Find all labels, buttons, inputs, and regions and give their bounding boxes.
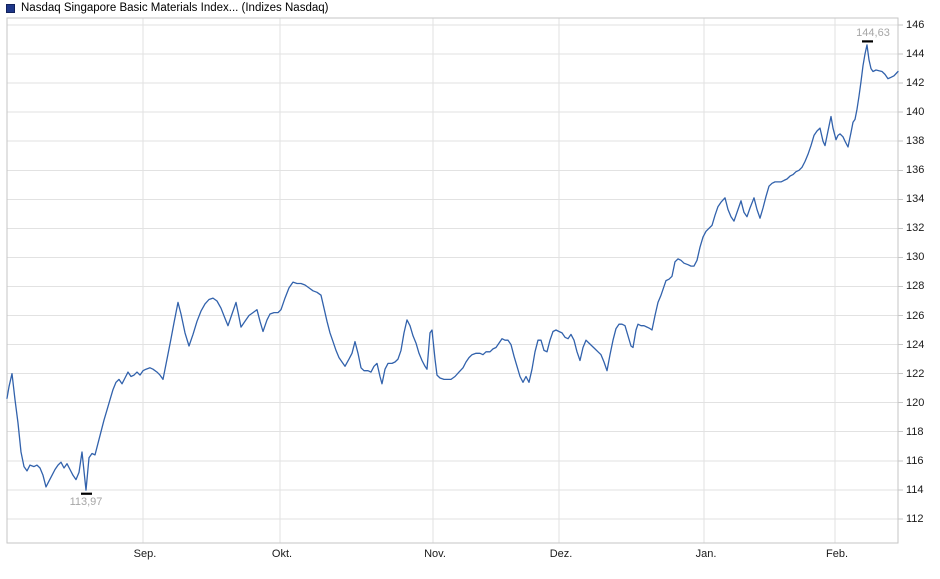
y-axis-label: 142 <box>906 77 925 90</box>
y-axis-label: 122 <box>906 367 925 380</box>
y-axis-label: 130 <box>906 251 925 264</box>
plot-border <box>6 17 899 544</box>
annotation-low-value: 113,97 <box>69 496 103 509</box>
annotation-high-value: 144,63 <box>856 26 890 39</box>
series-legend-swatch-icon <box>6 4 15 13</box>
x-axis-label: Jan. <box>695 548 717 560</box>
y-axis-label: 146 <box>906 19 925 31</box>
y-axis-label: 124 <box>906 338 925 351</box>
x-axis-label: Dez. <box>549 548 573 560</box>
y-axis-label: 134 <box>906 193 925 206</box>
y-axis-label: 144 <box>906 48 925 61</box>
y-axis-label: 114 <box>906 483 924 496</box>
chart-title: Nasdaq Singapore Basic Materials Index..… <box>21 2 329 14</box>
y-axis-label: 140 <box>906 106 925 119</box>
x-axis-label: Feb. <box>825 548 849 560</box>
y-axis-label: 132 <box>906 222 925 235</box>
y-axis-label: 138 <box>906 135 925 148</box>
y-axis-label: 126 <box>906 309 925 322</box>
y-axis-label: 118 <box>906 425 924 438</box>
y-axis-label: 116 <box>906 454 924 467</box>
price-line <box>6 44 899 491</box>
x-axis-label: Okt. <box>271 548 293 560</box>
y-axis-label: 112 <box>906 512 924 525</box>
y-axis-label: 120 <box>906 396 925 409</box>
y-axis-label: 136 <box>906 164 925 177</box>
x-axis-label: Nov. <box>424 548 446 560</box>
chart-header: Nasdaq Singapore Basic Materials Index..… <box>0 0 940 18</box>
y-axis-label: 128 <box>906 280 925 293</box>
x-axis-label: Sep. <box>133 548 157 560</box>
